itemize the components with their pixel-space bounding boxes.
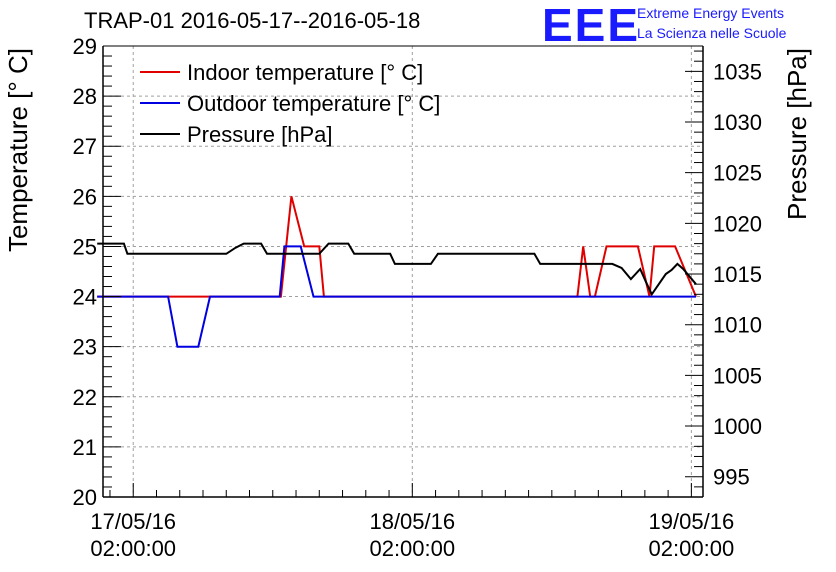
- x-tick-label-date: 19/05/16: [649, 509, 735, 534]
- y-left-tick-label: 21: [73, 435, 97, 460]
- y-right-tick-label: 1000: [713, 414, 762, 439]
- y-left-tick-label: 24: [73, 285, 97, 310]
- chart-title: TRAP-01 2016-05-17--2016-05-18: [84, 8, 421, 33]
- x-tick-label-time: 02:00:00: [649, 536, 735, 561]
- y-left-tick-label: 26: [73, 184, 97, 209]
- legend-label: Pressure [hPa]: [187, 122, 333, 147]
- series-line-pressure-hpa: [97, 242, 697, 297]
- logo-subtitle-line-1: Extreme Energy Events: [637, 5, 785, 21]
- series-lines: [97, 196, 697, 348]
- y-right-tick-label: 1020: [713, 211, 762, 236]
- legend-label: Indoor temperature [° C]: [187, 60, 423, 85]
- series-line-outdoor-temperature-c: [97, 245, 696, 348]
- x-tick-label-time: 02:00:00: [369, 536, 455, 561]
- x-tick-label-date: 18/05/16: [369, 509, 455, 534]
- y-left-tick-label: 25: [73, 234, 97, 259]
- y-right-axis-label: Pressure [hPa]: [782, 48, 812, 220]
- y-right-tick-label: 1015: [713, 262, 762, 287]
- y-right-tick-label: 1010: [713, 313, 762, 338]
- logo-subtitle-line-2: La Scienza nelle Scuole: [637, 25, 787, 41]
- y-right-tick-label: 1005: [713, 363, 762, 388]
- legend-label: Outdoor temperature [° C]: [187, 91, 440, 116]
- y-left-tick-label: 22: [73, 385, 97, 410]
- y-left-tick-label: 23: [73, 335, 97, 360]
- eee-logo: EEE: [542, 0, 641, 51]
- y-left-tick-label: 29: [73, 34, 97, 59]
- x-tick-label-date: 17/05/16: [90, 509, 176, 534]
- legend: Indoor temperature [° C] Outdoor temperat…: [140, 60, 440, 147]
- y-left-axis-label: Temperature [° C]: [3, 48, 33, 252]
- y-left-tick-label: 28: [73, 84, 97, 109]
- y-left-tick-label: 27: [73, 134, 97, 159]
- y-right-tick-label: 1035: [713, 59, 762, 84]
- y-right-tick-label: 1025: [713, 161, 762, 186]
- axes: 20 21 22 23 24 25 26 27 28 29 995 1000 1005 1010 1015 1…: [3, 34, 812, 561]
- x-tick-label-time: 02:00:00: [90, 536, 176, 561]
- y-left-tick-label: 20: [73, 485, 97, 510]
- y-right-tick-label: 995: [713, 465, 750, 490]
- y-right-tick-label: 1030: [713, 110, 762, 135]
